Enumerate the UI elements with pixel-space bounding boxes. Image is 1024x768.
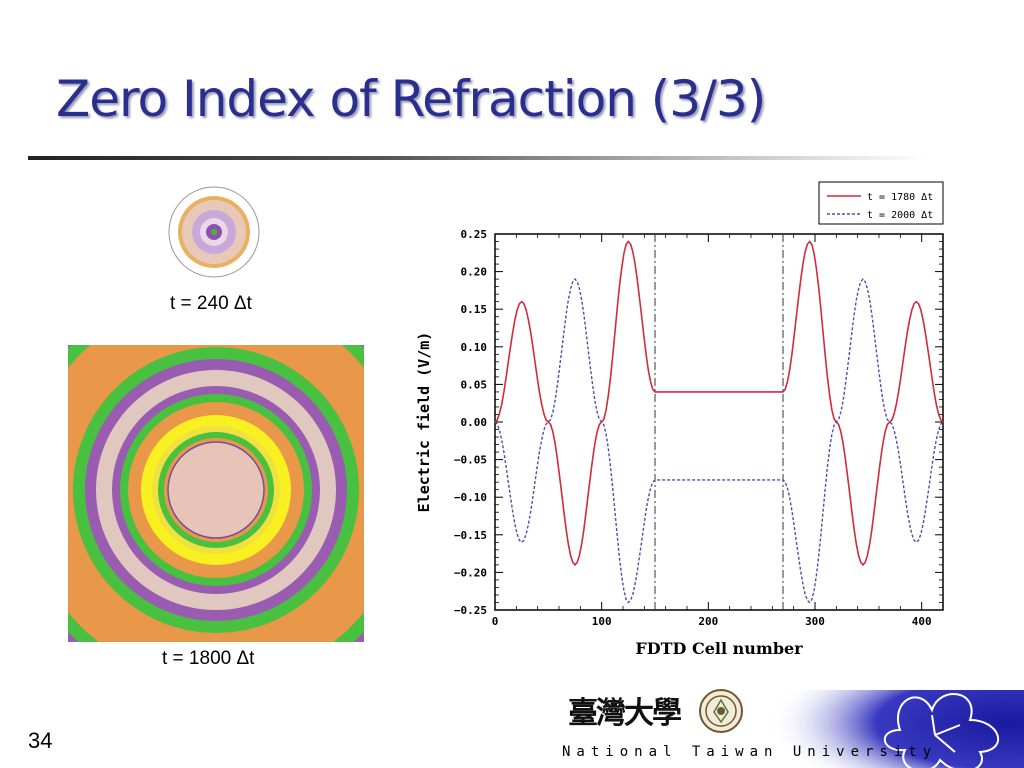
x-tick-label: 200 — [698, 615, 718, 628]
y-tick-label: 0.25 — [461, 228, 488, 241]
university-name: National Taiwan University — [562, 744, 938, 760]
slide-title: Zero Index of Refraction (3/3) — [56, 70, 766, 128]
snapshot-source — [211, 229, 217, 235]
x-tick-label: 300 — [805, 615, 825, 628]
snapshot-caption-late: t = 1800 Δt — [162, 648, 255, 669]
y-tick-label: −0.20 — [454, 566, 487, 579]
legend-box — [818, 181, 944, 225]
x-tick-label: 100 — [592, 615, 612, 628]
series-line-t2000 — [494, 278, 944, 604]
y-tick-label: 0.20 — [461, 266, 488, 279]
ntu-calligraphy-logo: 臺灣大學 — [568, 696, 682, 731]
field-snapshot-early — [168, 186, 260, 278]
legend-label: t = 1780 Δt — [867, 192, 933, 203]
series-line-t1780 — [494, 240, 944, 567]
plot-frame — [494, 233, 944, 611]
y-tick-label: −0.05 — [454, 454, 487, 467]
footer-blue-splash — [720, 690, 1024, 768]
y-tick-label: −0.15 — [454, 529, 487, 542]
zero-index-region — [167, 441, 265, 539]
field-snapshot-late — [68, 345, 364, 642]
x-axis-label: FDTD Cell number — [635, 639, 803, 658]
title-underline — [28, 156, 928, 160]
x-tick-label: 400 — [912, 615, 932, 628]
y-axis-label: Electric field (V/m) — [415, 332, 433, 513]
y-tick-label: 0.15 — [461, 303, 488, 316]
y-tick-label: 0.10 — [461, 341, 488, 354]
y-tick-label: −0.10 — [454, 491, 487, 504]
x-tick-label: 0 — [492, 615, 499, 628]
ntu-seal-icon — [699, 689, 743, 733]
y-tick-label: −0.25 — [454, 604, 487, 617]
page-number: 34 — [28, 728, 53, 753]
snapshot-caption-early: t = 240 Δt — [170, 293, 252, 314]
legend-label: t = 2000 Δt — [867, 210, 933, 221]
orchid-flower-icon — [883, 693, 1000, 768]
y-tick-label: 0.00 — [461, 416, 488, 429]
footer-decoration — [720, 690, 1024, 768]
y-tick-label: 0.05 — [461, 378, 488, 391]
electric-field-chart: 0.25 0.20 0.15 0.10 0.05 0.00 −0.05 −0.10 −0.15 −… — [415, 181, 944, 658]
